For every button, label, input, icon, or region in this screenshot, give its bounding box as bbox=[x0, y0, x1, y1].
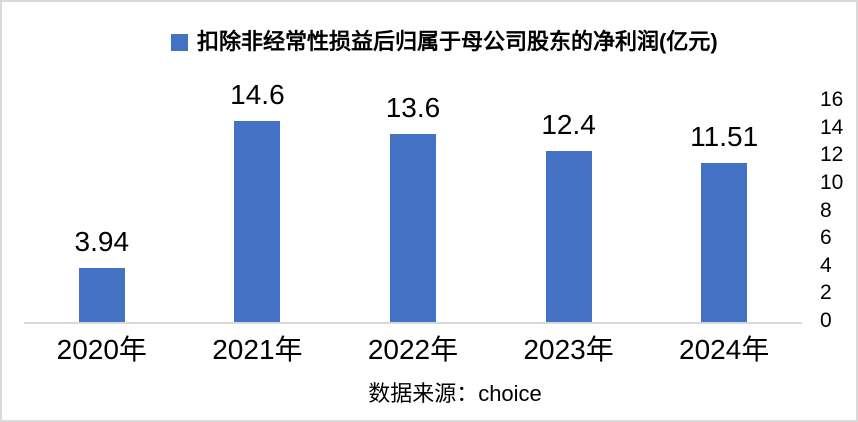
bar-value-label: 11.51 bbox=[690, 121, 759, 153]
bar-value-label: 3.94 bbox=[74, 225, 130, 257]
bar bbox=[389, 134, 436, 322]
bar-group: 13.6 bbox=[335, 62, 491, 322]
x-axis-line bbox=[24, 322, 802, 324]
y-axis-tick-label: 10 bbox=[820, 171, 844, 194]
y-axis-tick-label: 2 bbox=[820, 281, 832, 305]
bar bbox=[545, 150, 592, 322]
plot-area: 3.94 14.6 13.6 12.4 11.51 bbox=[24, 62, 802, 322]
bar bbox=[701, 163, 748, 322]
x-axis-label: 2021年 bbox=[212, 334, 303, 365]
bar-group: 12.4 bbox=[491, 62, 647, 322]
bar-group: 3.94 bbox=[24, 62, 180, 322]
y-axis-tick-label: 16 bbox=[820, 88, 844, 112]
y-axis-tick-label: 14 bbox=[820, 115, 844, 139]
bar-group: 11.51 bbox=[646, 62, 802, 322]
legend: 扣除非经常性损益后归属于母公司股东的净利润(亿元) bbox=[171, 29, 718, 55]
x-axis-label: 2022年 bbox=[367, 334, 459, 365]
y-axis-tick-label: 12 bbox=[820, 143, 844, 167]
y-axis-tick-label: 0 bbox=[820, 309, 832, 332]
legend-marker-icon bbox=[171, 33, 188, 51]
x-axis-labels: 2020年 2021年 2022年 2023年 2024年 bbox=[24, 335, 802, 365]
bar bbox=[78, 267, 125, 322]
x-axis-label: 2023年 bbox=[523, 334, 614, 365]
y-axis-tick-label: 6 bbox=[820, 226, 832, 250]
bar-value-label: 13.6 bbox=[385, 92, 441, 124]
legend-label: 扣除非经常性损益后归属于母公司股东的净利润(亿元) bbox=[197, 29, 718, 54]
y-axis-tick-label: 8 bbox=[820, 198, 832, 222]
x-axis-label: 2020年 bbox=[56, 334, 147, 365]
bar bbox=[234, 120, 281, 322]
x-axis-label: 2024年 bbox=[679, 334, 770, 365]
source-note: 数据来源：choice bbox=[368, 381, 542, 406]
bar-group: 14.6 bbox=[180, 62, 336, 322]
bar-value-label: 12.4 bbox=[541, 108, 596, 140]
bar-value-label: 14.6 bbox=[230, 78, 285, 110]
y-axis-tick-label: 4 bbox=[820, 253, 832, 277]
